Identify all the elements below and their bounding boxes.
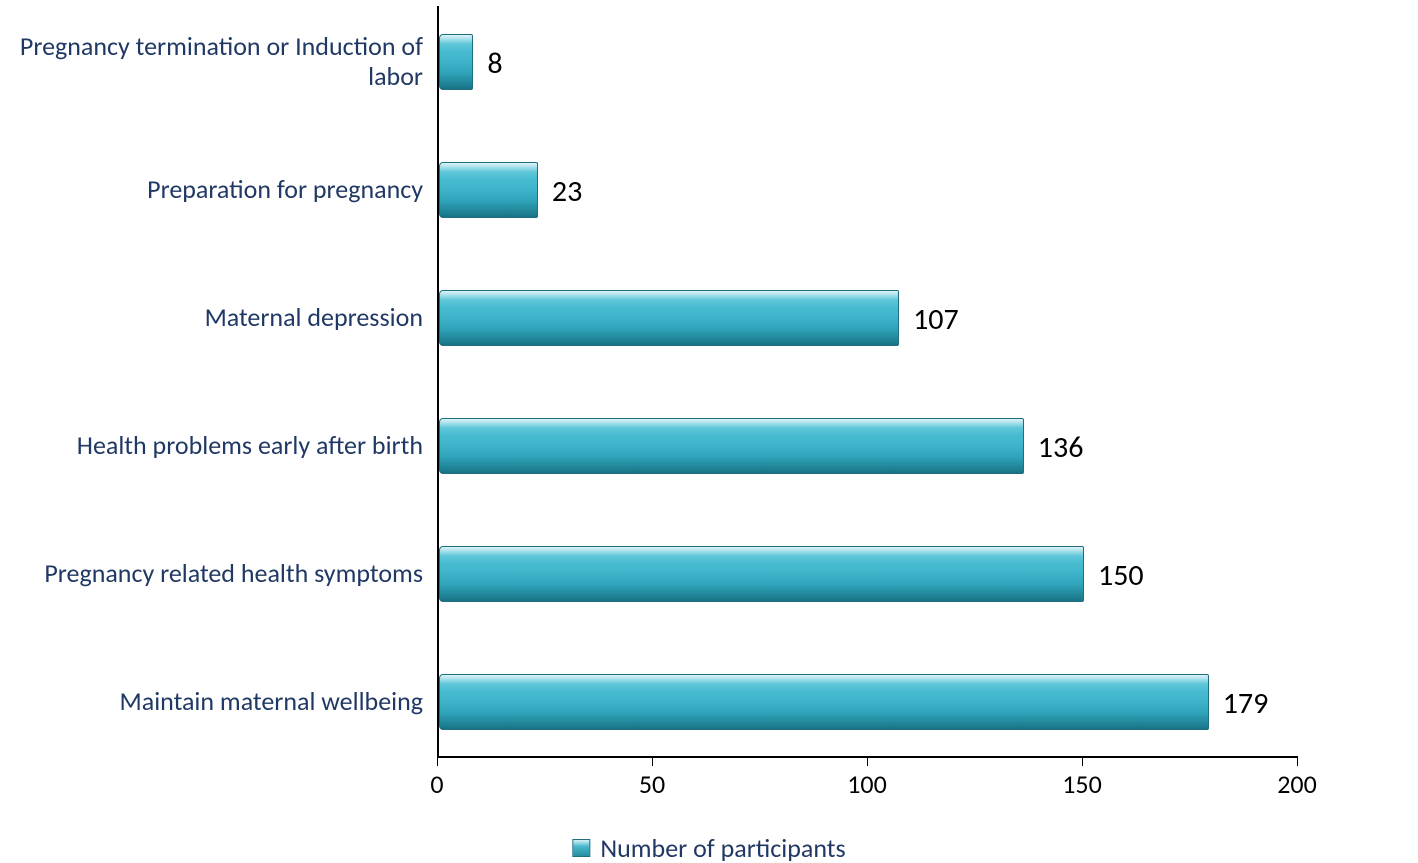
bar: 136: [439, 418, 1024, 474]
bar-fill: [439, 162, 538, 218]
legend-label: Number of participants: [600, 832, 845, 863]
category-label: Pregnancy related health symptoms: [44, 559, 423, 589]
bar-value-label: 107: [913, 301, 959, 338]
bar-value-label: 136: [1038, 429, 1084, 466]
bar-value-label: 23: [552, 173, 582, 210]
bar-value-label: 8: [487, 45, 502, 82]
bar: 107: [439, 290, 899, 346]
x-tick-mark: [1297, 756, 1298, 766]
bar-fill: [439, 546, 1084, 602]
bar-value-label: 150: [1098, 557, 1144, 594]
x-tick-mark: [652, 756, 653, 766]
category-label: Pregnancy termination or Induction of la…: [6, 32, 423, 92]
category-label: Maternal depression: [205, 303, 423, 333]
participants-bar-chart: 0 50 100 150 200 Pregnancy termination or In…: [0, 0, 1418, 863]
x-tick-label: 200: [1277, 768, 1317, 800]
x-tick-mark: [437, 756, 438, 766]
x-tick-label: 150: [1062, 768, 1102, 800]
x-tick-label: 50: [639, 768, 665, 800]
x-tick-mark: [867, 756, 868, 766]
bar: 179: [439, 674, 1209, 730]
bar-fill: [439, 34, 473, 90]
legend-swatch-icon: [572, 839, 590, 857]
bar: 23: [439, 162, 538, 218]
plot-area: [437, 6, 1297, 756]
bar-fill: [439, 290, 899, 346]
bar-value-label: 179: [1223, 685, 1269, 722]
category-label: Maintain maternal wellbeing: [120, 687, 423, 717]
bar: 150: [439, 546, 1084, 602]
x-tick-label: 0: [430, 768, 443, 800]
category-label: Preparation for pregnancy: [147, 175, 423, 205]
legend: Number of participants: [572, 832, 845, 863]
category-label: Health problems early after birth: [77, 431, 423, 461]
x-tick-label: 100: [847, 768, 887, 800]
bar: 8: [439, 34, 473, 90]
bar-fill: [439, 674, 1209, 730]
x-tick-mark: [1082, 756, 1083, 766]
y-axis-line: [437, 6, 439, 756]
bar-fill: [439, 418, 1024, 474]
